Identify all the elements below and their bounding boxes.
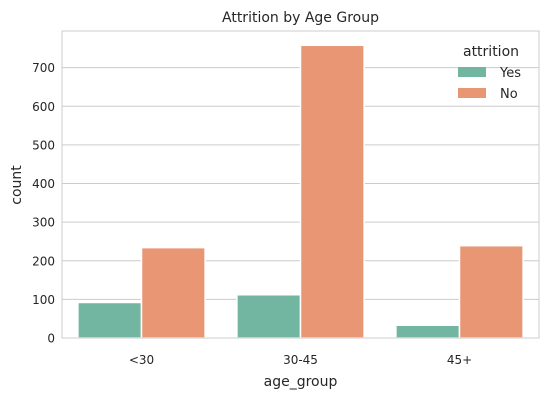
y-tick-label: 0 bbox=[47, 332, 55, 346]
legend-swatch-no bbox=[458, 88, 486, 98]
bar-no bbox=[458, 244, 524, 339]
plot-frame bbox=[61, 30, 540, 339]
y-tick-label: 500 bbox=[32, 138, 55, 152]
y-tick-labels: 0 100 200 300 400 500 600 700 bbox=[32, 61, 55, 345]
chart-title: Attrition by Age Group bbox=[222, 10, 379, 26]
bar-no bbox=[140, 246, 206, 339]
legend-title: attrition bbox=[463, 44, 519, 60]
legend: attrition Yes No bbox=[458, 44, 521, 102]
x-tick-labels: <30 30-45 45+ bbox=[129, 353, 472, 367]
x-tick-label: 45+ bbox=[447, 353, 472, 367]
y-tick-label: 300 bbox=[32, 216, 55, 230]
legend-label-yes: Yes bbox=[499, 66, 521, 81]
bar-yes bbox=[77, 301, 143, 339]
y-axis-label: count bbox=[9, 165, 25, 205]
bar-yes bbox=[395, 324, 461, 339]
y-tick-label: 600 bbox=[32, 100, 55, 114]
legend-label-no: No bbox=[500, 87, 518, 102]
x-tick-label: 30-45 bbox=[283, 353, 318, 367]
y-tick-label: 400 bbox=[32, 177, 55, 191]
bar-no bbox=[299, 44, 365, 339]
bar-yes bbox=[236, 293, 302, 339]
x-axis-label: age_group bbox=[264, 374, 338, 390]
legend-swatch-yes bbox=[458, 67, 486, 77]
y-tick-label: 700 bbox=[32, 61, 55, 75]
y-tick-label: 200 bbox=[32, 254, 55, 268]
bars bbox=[77, 44, 524, 339]
y-tick-label: 100 bbox=[32, 293, 55, 307]
x-tick-label: <30 bbox=[129, 353, 154, 367]
